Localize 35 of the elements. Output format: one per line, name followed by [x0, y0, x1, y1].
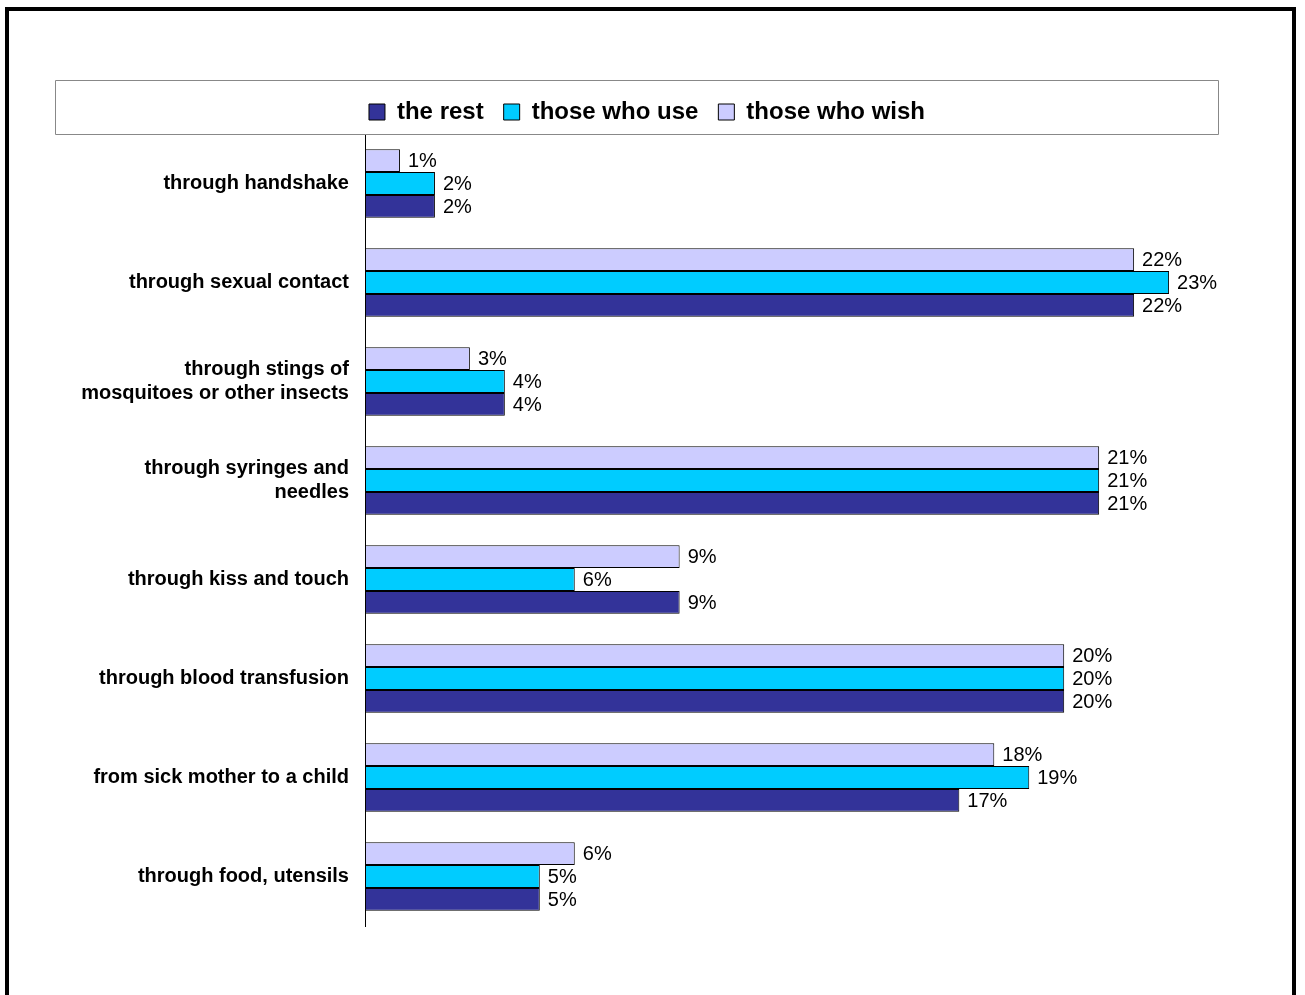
y-tick-label: through blood transfusion [99, 666, 349, 689]
data-label: 19% [1037, 766, 1078, 789]
data-label: 20% [1072, 667, 1113, 690]
data-label: 20% [1072, 644, 1113, 667]
data-label: 4% [512, 392, 542, 415]
data-label: 17% [967, 788, 1008, 811]
data-label: 18% [1002, 743, 1043, 766]
legend-label: those who use [531, 96, 699, 124]
data-label: 5% [547, 865, 577, 888]
y-tick-label: through stings of mosquitoes or other insects [81, 357, 350, 404]
data-label: 2% [442, 172, 473, 195]
data-label: 5% [547, 887, 577, 910]
data-label: 20% [1072, 689, 1113, 712]
data-label: 2% [442, 194, 473, 217]
data-label: 21% [1107, 469, 1148, 492]
data-label: 1% [407, 149, 438, 172]
legend-label: the rest [396, 96, 484, 124]
y-tick-label: through handshake [163, 171, 349, 194]
y-tick-label: through food, utensils [137, 864, 349, 887]
data-label: 23% [1177, 271, 1218, 294]
data-label: 6% [582, 568, 612, 591]
data-label: 22% [1142, 248, 1183, 271]
data-label: 21% [1107, 491, 1148, 514]
data-label: 22% [1142, 293, 1183, 316]
data-label: 3% [477, 347, 507, 370]
y-tick-label: through kiss and touch [127, 567, 349, 590]
y-tick-label: through sexual contact [128, 270, 350, 293]
data-label: 21% [1107, 446, 1148, 469]
y-tick-label: from sick mother to a child [93, 765, 349, 788]
data-label: 9% [687, 590, 717, 613]
data-label: 6% [582, 842, 612, 865]
y-tick-label: through syringes and needles [144, 456, 349, 503]
data-label: 9% [687, 545, 717, 568]
data-label: 4% [512, 370, 542, 393]
legend-label: those who wish [746, 96, 926, 124]
